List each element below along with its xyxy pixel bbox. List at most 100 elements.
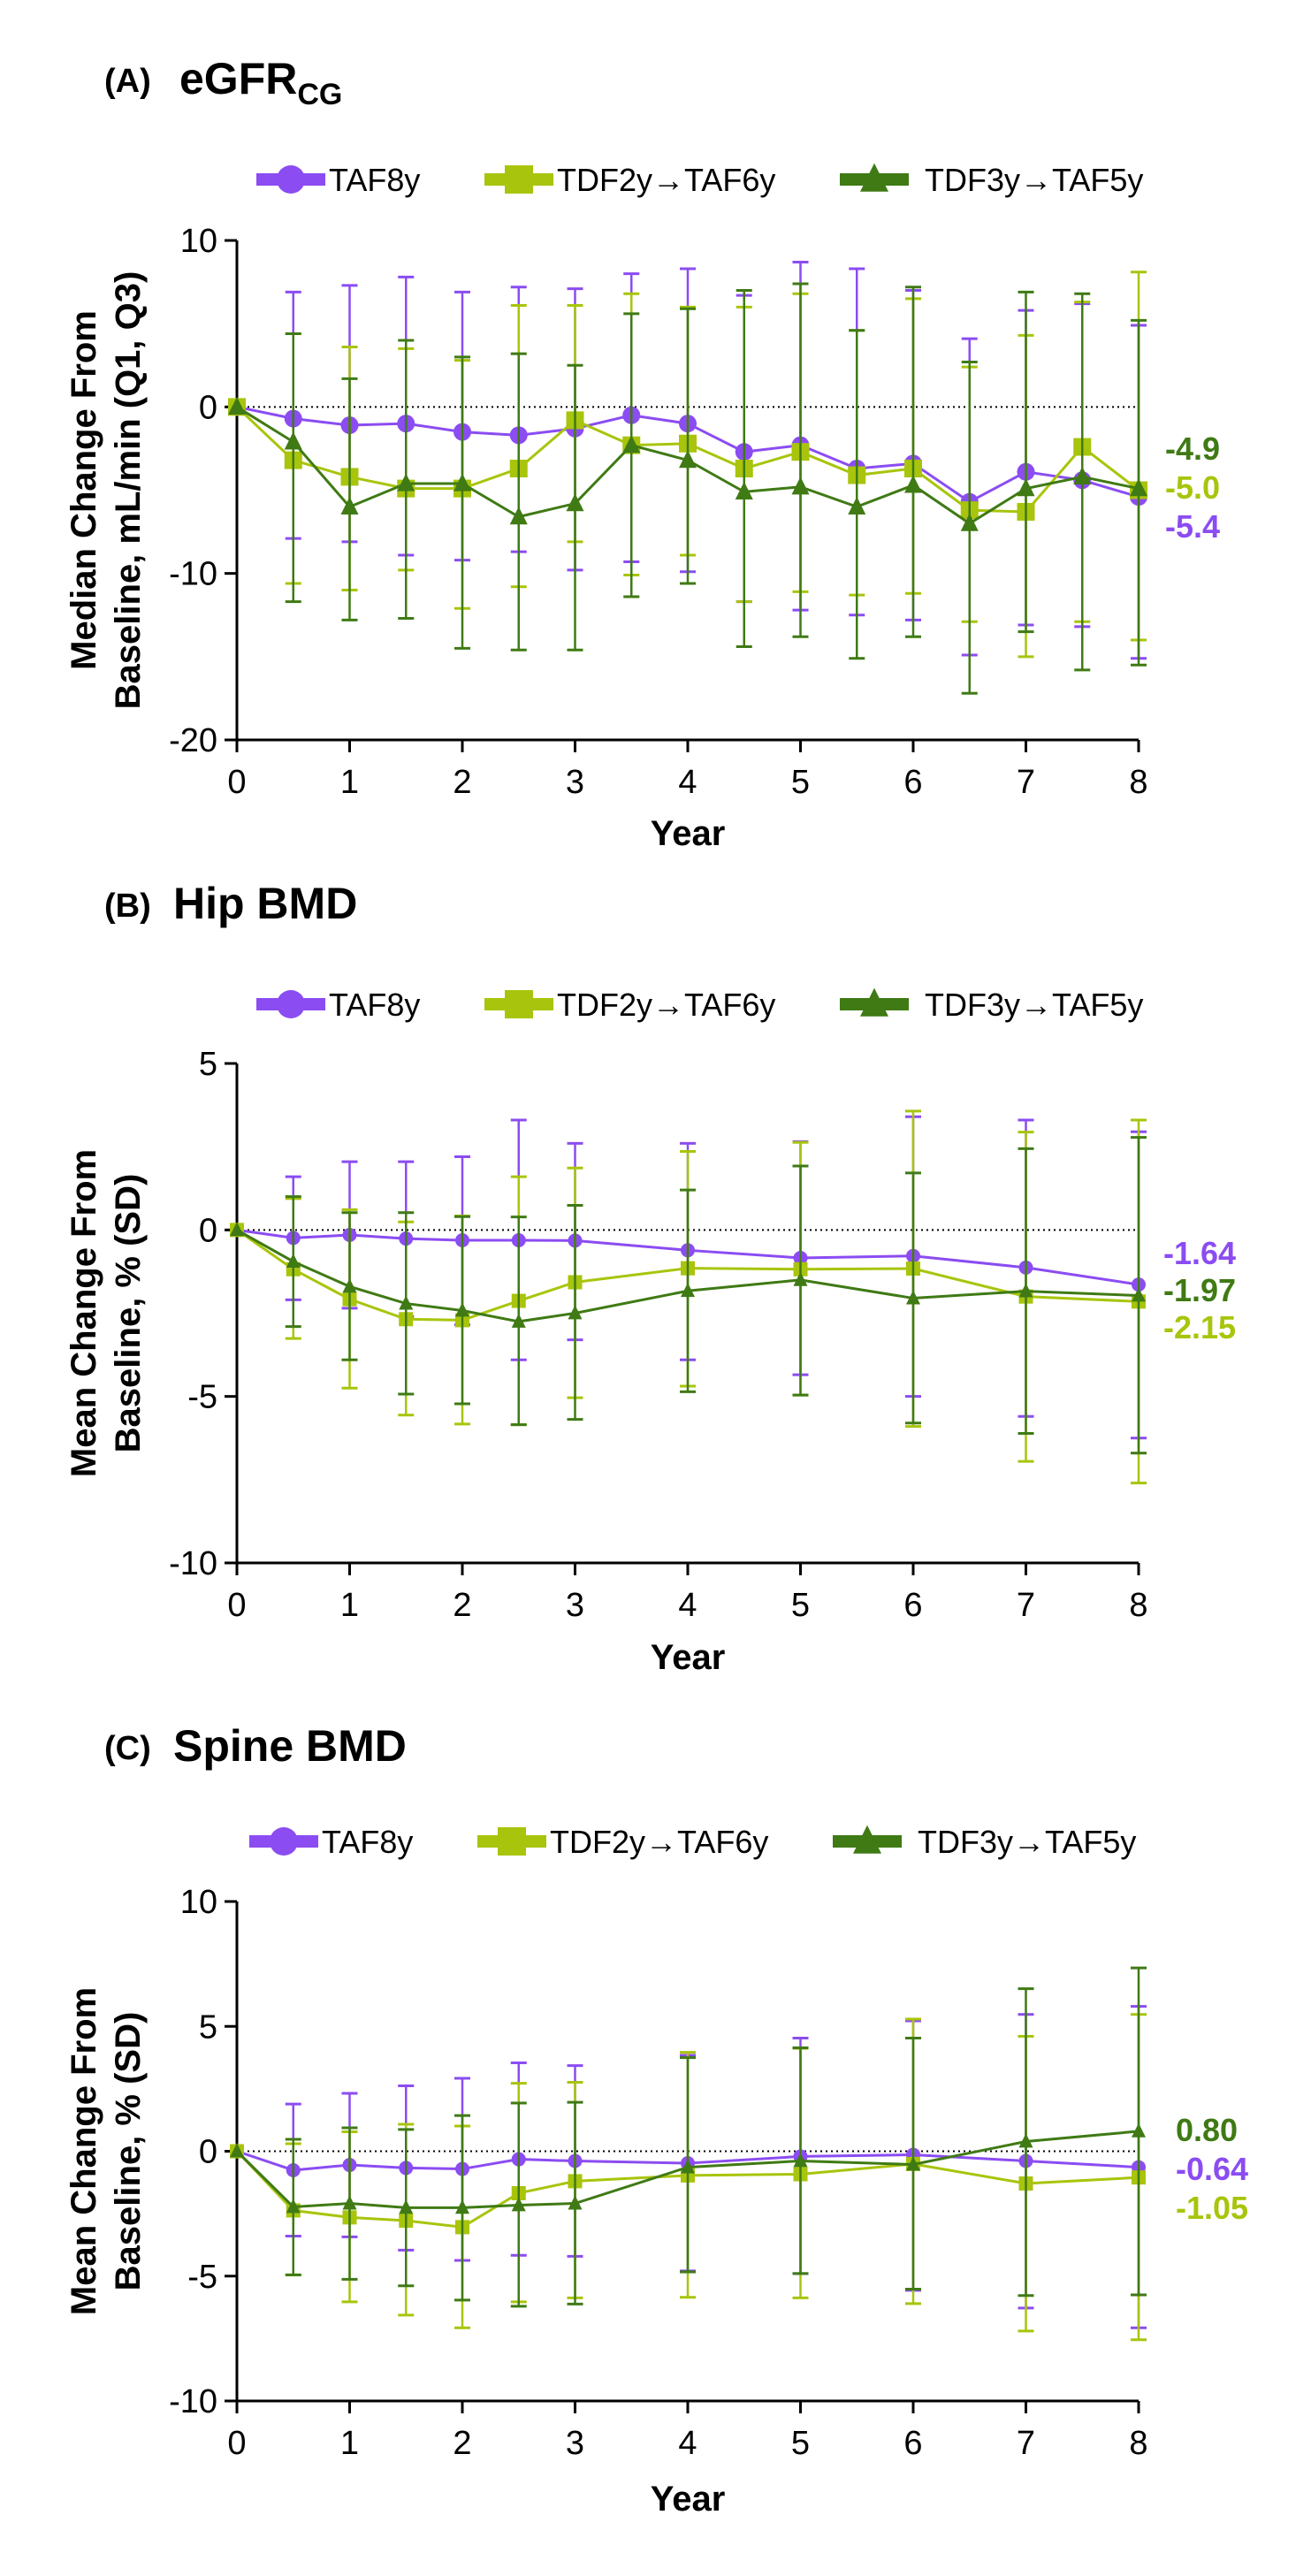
panel-egfr: (A) eGFRCG TAF8y TDF2y→TAF6y TDF3y→TAF5y 1…	[65, 54, 1220, 853]
error-bar	[905, 286, 921, 638]
legend-marker-triangle	[853, 1825, 881, 1854]
y-tick-label: -5	[187, 1379, 217, 1416]
data-point	[566, 493, 584, 512]
legend-marker-circle	[277, 165, 305, 194]
error-bar	[849, 329, 865, 660]
end-value-label: -1.64	[1163, 1235, 1236, 1271]
data-point	[454, 473, 471, 492]
x-tick-label: 6	[903, 1587, 922, 1624]
y-tick-label: 10	[180, 223, 217, 260]
legend-marker-triangle	[860, 163, 888, 192]
legend-item: TDF3y→TAF5y	[840, 987, 1143, 1023]
series-line	[236, 1228, 1140, 1286]
y-tick-label: -10	[169, 556, 217, 593]
legend-label: TDF2y→TAF6y	[557, 162, 775, 198]
x-tick-label: 0	[227, 2425, 246, 2462]
end-value-label: -1.05	[1176, 2190, 1248, 2226]
y-tick-label: 10	[180, 1884, 217, 1921]
data-point	[1018, 1283, 1033, 1298]
data-point	[906, 1290, 920, 1305]
x-axis-title: Year	[651, 2480, 726, 2519]
data-point	[399, 2199, 414, 2214]
y-axis-title-line2: Baseline, % (SD)	[109, 1174, 148, 1453]
panel-hip-bmd: (B) Hip BMD TAF8y TDF2y→TAF6y TDF3y→TAF5y …	[65, 879, 1236, 1677]
x-axis-title: Year	[651, 1638, 726, 1677]
data-point	[1018, 2133, 1033, 2148]
x-axis-title: Year	[651, 814, 726, 853]
x-tick-label: 5	[791, 2425, 810, 2462]
x-tick-label: 3	[566, 2425, 584, 2462]
series-TDF3y_TAF5y	[228, 282, 1147, 695]
data-point	[284, 431, 302, 450]
legend-label: TDF3y→TAF5y	[925, 987, 1143, 1023]
data-point	[230, 2143, 244, 2158]
legend-label: TDF2y→TAF6y	[550, 1824, 768, 1860]
legend-marker-square	[498, 1827, 526, 1856]
x-tick-label: 3	[566, 764, 584, 801]
legend-label: TAF8y	[329, 162, 420, 198]
x-tick-label: 2	[453, 764, 471, 801]
data-point	[455, 2199, 469, 2214]
x-tick-label: 6	[903, 764, 922, 801]
legend-label: TAF8y	[322, 1824, 413, 1860]
y-tick-label: -5	[187, 2259, 217, 2296]
x-tick-label: 0	[227, 1587, 246, 1624]
x-tick-label: 7	[1017, 1587, 1035, 1624]
legend: TAF8y TDF2y→TAF6y TDF3y→TAF5y	[249, 1824, 1136, 1860]
x-tick-label: 1	[340, 1587, 359, 1624]
legend: TAF8y TDF2y→TAF6y TDF3y→TAF5y	[256, 162, 1143, 198]
data-point	[848, 496, 866, 514]
data-point	[735, 481, 753, 500]
panel-letter: (C)	[104, 1730, 151, 1767]
series-line	[236, 1229, 1140, 1323]
x-tick-label: 5	[791, 764, 810, 801]
plot-area: 5 0 -5 -10 0 1 2 3 4 5 6 7 8 -1.64-1.97-2.15	[169, 1046, 1236, 1624]
legend-marker-square	[505, 990, 533, 1018]
data-point	[286, 1253, 301, 1269]
y-tick-label: -10	[169, 1545, 217, 1582]
legend-item: TDF3y→TAF5y	[840, 162, 1143, 198]
legend-item: TDF2y→TAF6y	[477, 1824, 768, 1860]
legend-item: TDF2y→TAF6y	[484, 162, 775, 198]
x-tick-label: 8	[1129, 1587, 1147, 1624]
x-tick-label: 2	[453, 1587, 471, 1624]
data-point	[793, 2153, 808, 2168]
x-tick-label: 4	[678, 1587, 697, 1624]
y-axis-title-line2: Baseline, % (SD)	[109, 2012, 148, 2291]
panel-letter: (B)	[104, 888, 151, 925]
data-point	[1132, 2123, 1146, 2138]
legend-item: TDF2y→TAF6y	[484, 987, 775, 1023]
legend-item: TDF3y→TAF5y	[833, 1824, 1136, 1860]
x-tick-label: 1	[340, 764, 359, 801]
data-point	[681, 2159, 695, 2174]
data-point	[228, 396, 246, 415]
data-point	[455, 1302, 469, 1317]
end-value-label: -5.4	[1165, 508, 1220, 545]
y-tick-label: 5	[199, 2008, 217, 2046]
data-point	[904, 475, 922, 493]
legend: TAF8y TDF2y→TAF6y TDF3y→TAF5y	[256, 987, 1143, 1023]
error-bar	[285, 332, 301, 604]
legend-marker-triangle	[860, 987, 888, 1017]
series-line	[235, 2150, 1140, 2229]
x-tick-label: 1	[340, 2425, 359, 2462]
data-point	[342, 1278, 357, 1293]
y-tick-label: 0	[199, 2134, 217, 2171]
y-axis-title-line1: Mean Change From	[65, 1149, 103, 1477]
legend-item: TAF8y	[249, 1824, 413, 1860]
data-point	[509, 507, 528, 525]
end-value-label: -5.0	[1165, 469, 1220, 506]
data-point	[679, 450, 697, 469]
x-tick-label: 5	[791, 1587, 810, 1624]
data-point	[681, 1283, 695, 1298]
data-point	[791, 476, 810, 495]
x-tick-label: 3	[566, 1587, 584, 1624]
legend-item: TAF8y	[256, 162, 420, 198]
x-tick-label: 7	[1017, 764, 1035, 801]
legend-label: TAF8y	[329, 987, 420, 1023]
error-bar	[680, 307, 696, 585]
error-bar	[510, 352, 527, 652]
y-tick-label: -20	[169, 722, 217, 759]
x-tick-label: 2	[453, 2425, 471, 2462]
